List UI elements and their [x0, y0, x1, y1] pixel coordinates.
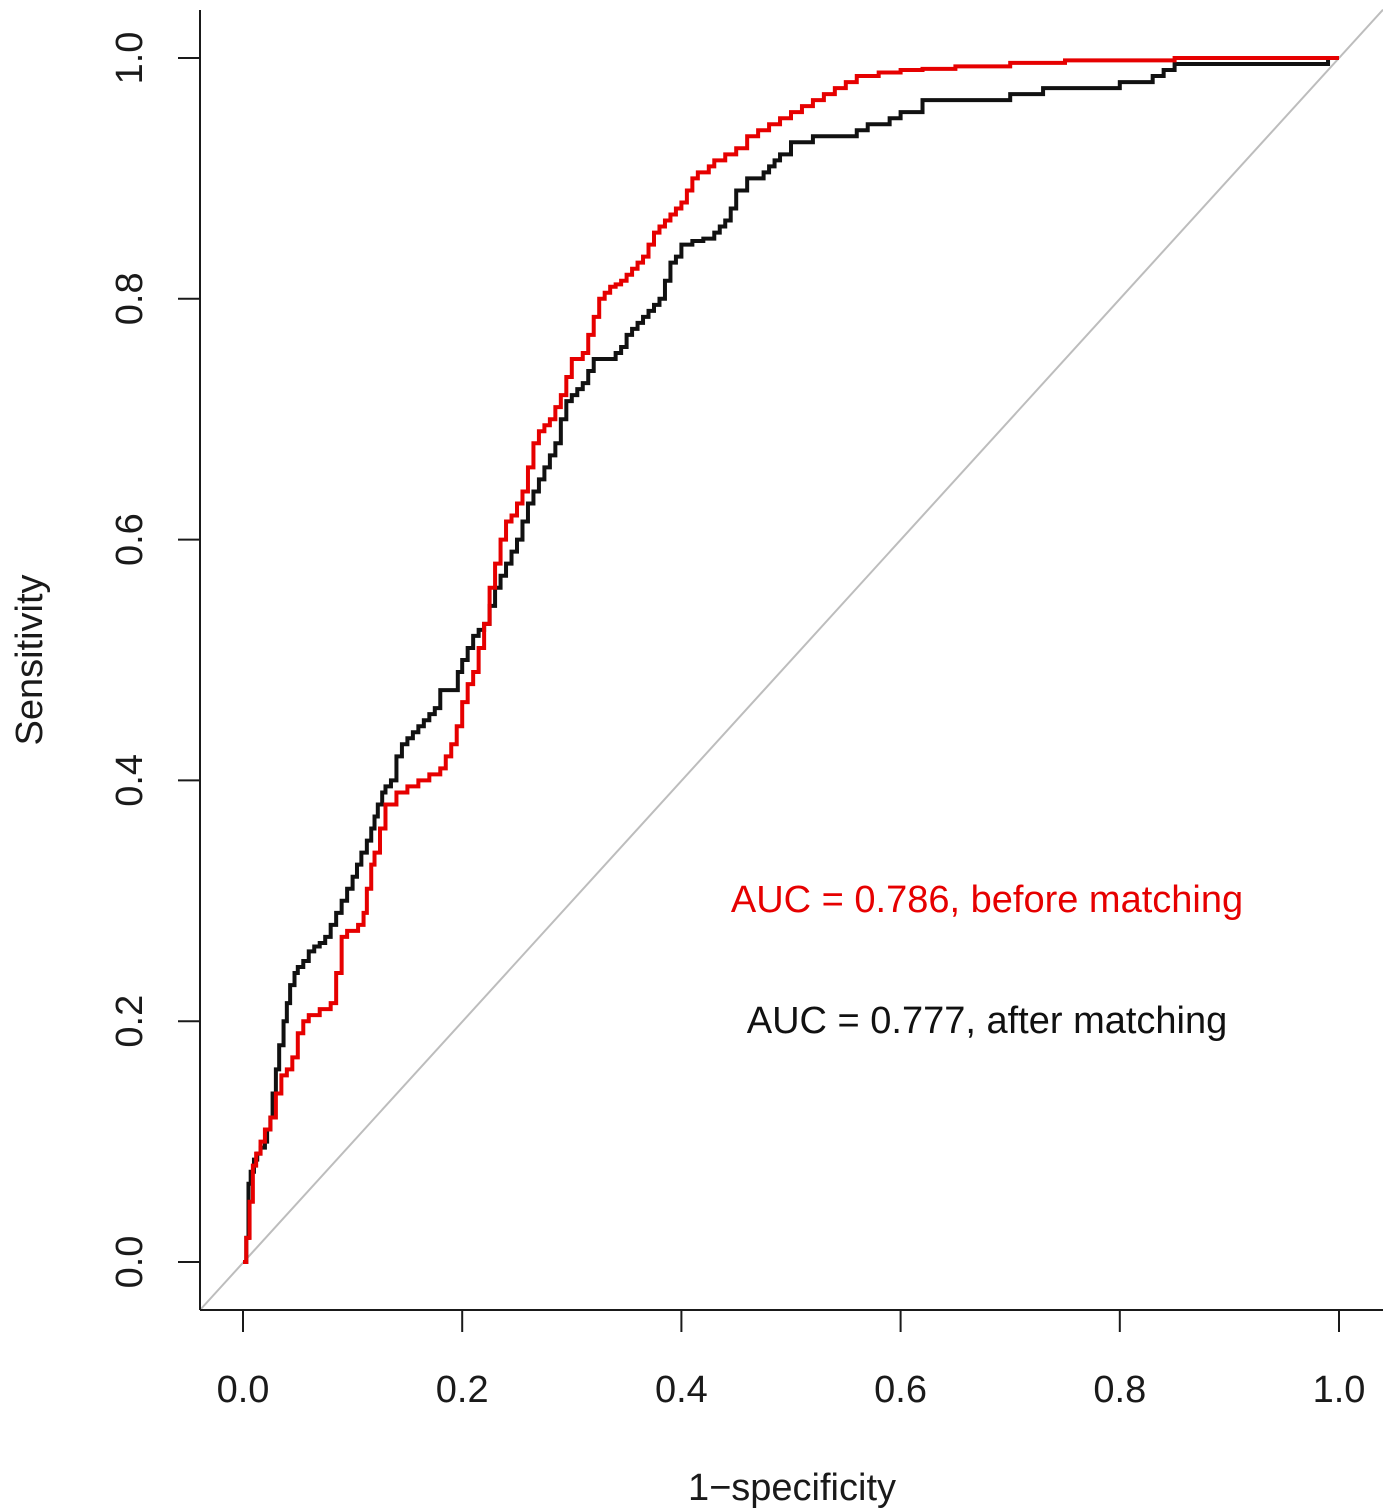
x-tick-label: 0.0 [217, 1369, 270, 1411]
y-tick-label: 0.2 [109, 995, 151, 1048]
series-line-after-matching [243, 56, 1339, 1264]
x-tick-label: 0.4 [655, 1369, 708, 1411]
auc-before-matching-label: AUC = 0.786, before matching [731, 879, 1243, 921]
series-layer [243, 56, 1339, 1264]
x-tick-label: 0.8 [1093, 1369, 1146, 1411]
x-tick-label: 1.0 [1313, 1369, 1366, 1411]
y-tick-label: 0.0 [109, 1236, 151, 1289]
x-axis-title: 1−specificity [688, 1467, 896, 1509]
ticks-layer: 0.0 0.2 0.4 0.6 0.8 1.0 0.0 0.2 0.4 0.6 0.8 1.0 [109, 32, 1365, 1411]
y-tick-label: 1.0 [109, 32, 151, 85]
x-tick-label: 0.6 [874, 1369, 927, 1411]
y-tick-label: 0.6 [109, 513, 151, 566]
auc-after-matching-label: AUC = 0.777, after matching [747, 1000, 1228, 1042]
axes-layer [199, 10, 1383, 1311]
y-tick-label: 0.8 [109, 272, 151, 325]
x-tick-label: 0.2 [436, 1369, 489, 1411]
reference-diagonal [199, 8, 1383, 1311]
y-tick-label: 0.4 [109, 754, 151, 807]
y-axis-title: Sensitivity [9, 574, 51, 745]
series-line-before-matching [243, 56, 1339, 1264]
